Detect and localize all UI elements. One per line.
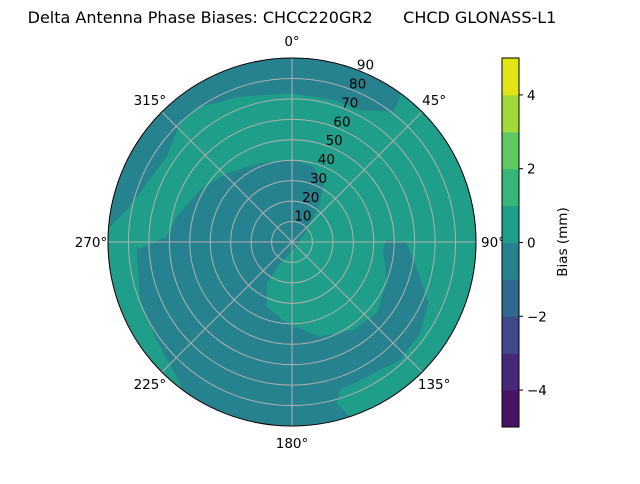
angular-tick-label: 90° <box>481 235 505 251</box>
angular-tick-label: 180° <box>276 436 309 452</box>
angular-gridline <box>161 241 293 373</box>
colorbar-tick-label: 4 <box>527 88 536 104</box>
radial-tick-label: 50 <box>326 133 343 149</box>
angular-gridline <box>161 111 293 243</box>
colorbar-band <box>502 390 519 428</box>
colorbar-band <box>502 94 519 133</box>
angular-gridline <box>291 111 423 243</box>
colorbar-band <box>502 316 519 354</box>
radial-tick-label: 80 <box>349 77 366 93</box>
radial-tick-label: 20 <box>302 190 319 206</box>
angular-tick-label: 225° <box>134 377 167 393</box>
radial-tick-labels: 10 20 30 40 50 60 70 80 90 <box>294 58 374 225</box>
angular-tick-label: 270° <box>75 235 108 251</box>
radial-tick-label: 70 <box>341 95 358 111</box>
colorbar-label: Bias (mm) <box>555 207 571 276</box>
radial-tick-label: 30 <box>310 171 327 187</box>
colorbar-band <box>502 353 519 391</box>
radial-tick-label: 90 <box>357 58 374 74</box>
angular-tick-label: 135° <box>418 377 451 393</box>
angular-gridline <box>291 241 423 373</box>
contour-region-minus1-to-0 <box>136 160 429 426</box>
polar-frame <box>107 57 477 427</box>
colorbar-band <box>502 168 519 207</box>
colorbar-band <box>502 131 519 170</box>
colorbar-tick-label: −2 <box>527 309 547 325</box>
colorbar-band <box>502 279 519 317</box>
colorbar-tick-label: 2 <box>527 162 536 178</box>
colorbar-band <box>502 205 519 243</box>
angular-tick-labels: 0° 45° 90° 135° 180° 225° 270° 315° <box>75 34 505 452</box>
radial-tick-label: 40 <box>318 152 335 168</box>
angular-tick-label: 45° <box>422 93 446 109</box>
colorbar-tick-label: 0 <box>527 236 536 252</box>
colorbar-band <box>502 242 519 280</box>
colorbar: −4 −2 0 2 4 <box>501 57 547 428</box>
angular-tick-label: 0° <box>284 34 299 50</box>
colorbar-band <box>502 58 519 96</box>
radial-tick-label: 10 <box>294 209 311 225</box>
polar-plot-area <box>107 57 477 427</box>
angular-tick-label: 315° <box>134 93 167 109</box>
colorbar-tick-label: −4 <box>527 383 547 399</box>
radial-tick-label: 60 <box>333 114 350 130</box>
chart-title: Delta Antenna Phase Biases: CHCC220GR2 C… <box>28 8 557 27</box>
